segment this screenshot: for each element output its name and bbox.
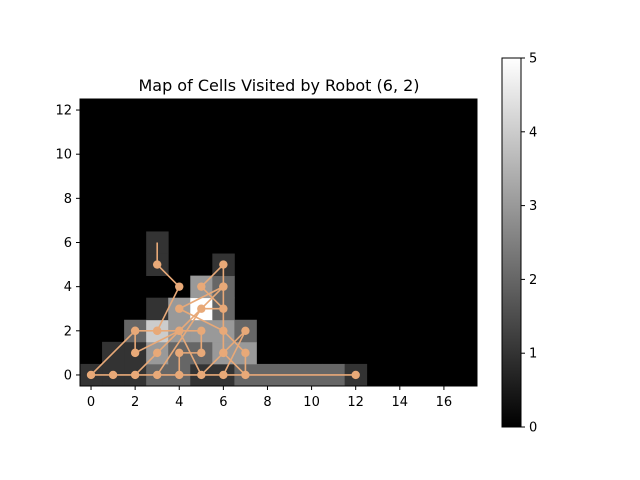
y-tick-label: 2 <box>64 324 72 339</box>
y-tick-label: 10 <box>55 148 72 163</box>
colorbar-tick-label: 5 <box>529 52 537 67</box>
path-point <box>86 370 96 380</box>
x-tick-label: 14 <box>392 395 409 410</box>
path-point <box>197 370 206 380</box>
colorbar-gradient <box>501 57 522 428</box>
x-tick-label: 2 <box>131 395 139 410</box>
path-point <box>197 326 206 336</box>
heatmap-cell <box>146 297 169 321</box>
y-tick-label: 12 <box>55 104 72 119</box>
plot-area <box>79 98 478 387</box>
colorbar-tick-label: 1 <box>529 347 537 362</box>
path-point <box>241 326 250 336</box>
x-tick-label: 10 <box>303 395 320 410</box>
path-point <box>219 326 228 336</box>
path-point <box>219 304 228 313</box>
y-tick-label: 4 <box>64 280 72 295</box>
path-point <box>152 326 162 336</box>
y-tick-label: 0 <box>64 368 72 383</box>
x-tick-label: 12 <box>347 395 364 410</box>
x-tick-label: 8 <box>263 395 271 410</box>
y-tick-label: 8 <box>64 192 72 207</box>
path-point <box>152 260 162 269</box>
path-point <box>241 370 250 380</box>
path-point <box>175 348 184 358</box>
path-point <box>175 326 184 336</box>
y-tick-label: 6 <box>64 236 72 251</box>
path-point <box>219 348 228 358</box>
path-point <box>219 260 228 269</box>
x-tick-label: 6 <box>219 395 227 410</box>
x-tick-label: 4 <box>175 395 183 410</box>
path-point <box>175 370 184 380</box>
path-point <box>197 304 206 313</box>
path-point <box>175 304 184 313</box>
colorbar-ticks: 0 1 2 3 4 5 <box>521 52 537 436</box>
colorbar: 0 1 2 3 4 5 <box>501 52 537 436</box>
path-point <box>219 370 228 380</box>
chart-title: Map of Cells Visited by Robot (6, 2) <box>138 76 419 95</box>
path-point <box>175 282 184 291</box>
x-axis: 0 2 4 6 8 10 12 14 16 <box>87 386 452 410</box>
path-point <box>197 348 206 358</box>
colorbar-tick-label: 3 <box>529 199 537 214</box>
colorbar-tick-label: 2 <box>529 273 537 288</box>
path-point <box>108 370 118 380</box>
y-axis: 0 2 4 6 8 10 12 <box>55 104 80 383</box>
path-point <box>152 370 162 380</box>
robot-path <box>86 242 360 380</box>
x-tick-label: 16 <box>436 395 453 410</box>
path-point <box>130 326 140 336</box>
colorbar-tick-label: 4 <box>529 125 537 140</box>
colorbar-tick-label: 0 <box>529 421 537 436</box>
path-point <box>241 348 250 358</box>
path-point <box>130 348 140 358</box>
x-tick-label: 0 <box>87 395 95 410</box>
path-point <box>351 370 360 380</box>
path-point <box>219 282 228 291</box>
path-point <box>130 370 140 380</box>
path-point <box>152 348 162 358</box>
path-point <box>197 282 206 291</box>
